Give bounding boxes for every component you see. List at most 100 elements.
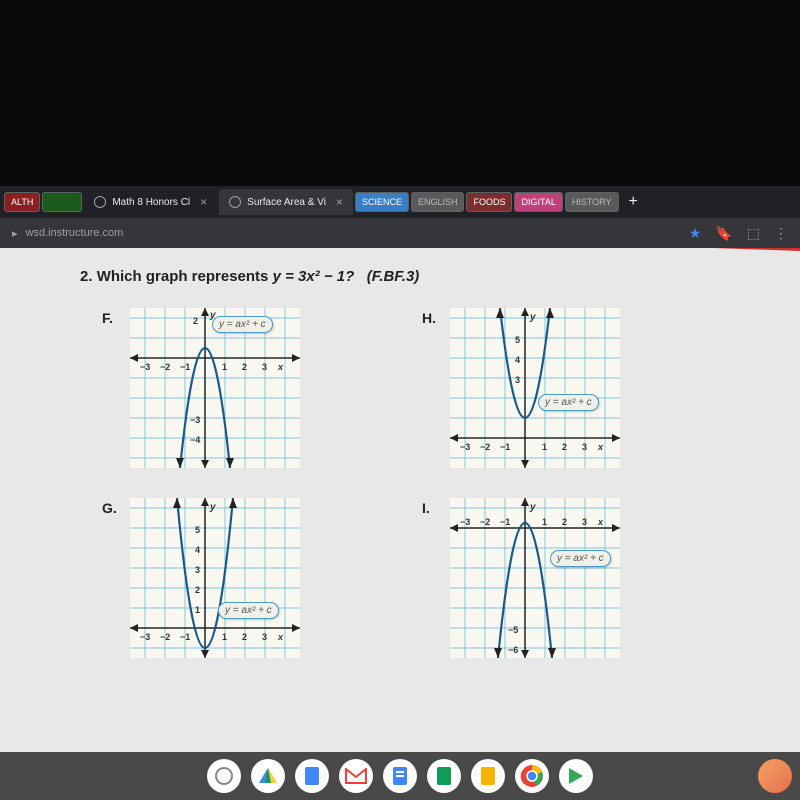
option-g[interactable]: G. −3−2−1 123 x 12345 y y = ax² + c xyxy=(130,498,310,663)
svg-text:2: 2 xyxy=(242,632,247,642)
new-tab-button[interactable]: + xyxy=(621,193,646,211)
graph-f: −3−2−1 123 x 2 −3−4 y xyxy=(130,308,300,468)
option-f[interactable]: F. −3−2−1 123 x 2 −3−4 y xyxy=(130,308,310,473)
tab-label: Surface Area & Vi xyxy=(247,197,326,208)
taskbar-drive-icon[interactable] xyxy=(251,759,285,793)
svg-text:1: 1 xyxy=(542,517,547,527)
option-label: H. xyxy=(422,310,436,326)
svg-text:1: 1 xyxy=(195,605,200,615)
tab-math[interactable]: Math 8 Honors Cl × xyxy=(84,189,217,215)
menu-icon[interactable]: ⋮ xyxy=(774,225,788,242)
svg-text:2: 2 xyxy=(242,362,247,372)
svg-text:5: 5 xyxy=(195,525,200,535)
taskbar xyxy=(0,752,800,800)
svg-text:−1: −1 xyxy=(180,632,190,642)
star-icon[interactable]: ★ xyxy=(689,225,702,242)
equation-label: y = ax² + c xyxy=(538,394,599,411)
arrow-icon: ▸ xyxy=(12,227,18,240)
bookmark-history[interactable]: HISTORY xyxy=(565,192,619,212)
bookmark-health[interactable]: ALTH xyxy=(4,192,40,212)
svg-text:x: x xyxy=(277,632,284,642)
addr-actions: ★ 🔖 ⬚ ⋮ xyxy=(689,225,788,242)
svg-text:−1: −1 xyxy=(500,517,510,527)
svg-text:−2: −2 xyxy=(480,442,490,452)
question-text: 2. Which graph represents y = 3x² − 1? (… xyxy=(80,268,419,285)
option-label: I. xyxy=(422,500,430,516)
svg-text:−6: −6 xyxy=(508,645,518,655)
svg-text:−2: −2 xyxy=(160,632,170,642)
svg-text:y: y xyxy=(529,312,536,323)
svg-text:−3: −3 xyxy=(460,517,470,527)
tab-label: Math 8 Honors Cl xyxy=(112,197,190,208)
user-avatar[interactable] xyxy=(758,759,792,793)
bookmark-science[interactable]: SCIENCE xyxy=(355,192,409,212)
taskbar-docs2-icon[interactable] xyxy=(383,759,417,793)
svg-text:3: 3 xyxy=(515,375,520,385)
svg-text:2: 2 xyxy=(562,517,567,527)
equation-label: y = ax² + c xyxy=(550,550,611,567)
svg-text:2: 2 xyxy=(195,585,200,595)
equation-label: y = ax² + c xyxy=(218,602,279,619)
svg-text:−3: −3 xyxy=(140,362,150,372)
svg-text:3: 3 xyxy=(262,362,267,372)
close-icon[interactable]: × xyxy=(336,195,343,209)
svg-text:x: x xyxy=(277,362,284,372)
bookmark-digital[interactable]: DIGITAL xyxy=(514,192,562,212)
option-i[interactable]: I. −3−2−1 123 x −5−6 y y = ax² + c xyxy=(450,498,630,663)
tab-surface-area[interactable]: Surface Area & Vi × xyxy=(219,189,353,215)
svg-text:x: x xyxy=(597,442,604,452)
graph-h: −3 −2 −1 1 2 3 x 3 4 5 y xyxy=(450,308,620,468)
address-bar[interactable]: ▸ wsd.instructure.com ★ 🔖 ⬚ ⋮ xyxy=(0,218,800,248)
option-h[interactable]: H. −3−2−1 123 x 345 y y = ax² + c xyxy=(450,308,630,473)
svg-text:−2: −2 xyxy=(160,362,170,372)
option-label: F. xyxy=(102,310,113,326)
svg-text:x: x xyxy=(597,517,604,527)
svg-text:4: 4 xyxy=(195,545,200,555)
svg-text:−1: −1 xyxy=(180,362,190,372)
bookmark-icon[interactable]: 🔖 xyxy=(715,225,732,242)
svg-text:2: 2 xyxy=(562,442,567,452)
svg-text:−3: −3 xyxy=(140,632,150,642)
browser-window: ALTH Math 8 Honors Cl × Surface Area & V… xyxy=(0,186,800,800)
svg-text:3: 3 xyxy=(582,442,587,452)
taskbar-sheets-icon[interactable] xyxy=(427,759,461,793)
svg-text:3: 3 xyxy=(262,632,267,642)
svg-text:1: 1 xyxy=(542,442,547,452)
svg-text:−4: −4 xyxy=(190,435,200,445)
svg-text:−1: −1 xyxy=(500,442,510,452)
svg-text:4: 4 xyxy=(515,355,520,365)
graph-i: −3 −2 −1 1 2 3 x −5 −6 y xyxy=(450,498,620,658)
svg-text:−5: −5 xyxy=(508,625,518,635)
svg-text:3: 3 xyxy=(195,565,200,575)
svg-text:3: 3 xyxy=(582,517,587,527)
svg-text:y: y xyxy=(529,502,536,513)
camera-dark-area xyxy=(0,0,800,186)
svg-text:1: 1 xyxy=(222,362,227,372)
page-content: 2. Which graph represents y = 3x² − 1? (… xyxy=(0,248,800,800)
taskbar-gmail-icon[interactable] xyxy=(339,759,373,793)
browser-tabs: ALTH Math 8 Honors Cl × Surface Area & V… xyxy=(0,186,800,218)
svg-text:5: 5 xyxy=(515,335,520,345)
svg-text:−3: −3 xyxy=(190,415,200,425)
extension-icon[interactable]: ⬚ xyxy=(747,225,760,242)
url-text: wsd.instructure.com xyxy=(26,227,689,239)
annotation-line xyxy=(520,248,800,251)
close-icon[interactable]: × xyxy=(200,195,207,209)
svg-text:1: 1 xyxy=(222,632,227,642)
favicon-icon xyxy=(229,196,241,208)
taskbar-docs-icon[interactable] xyxy=(295,759,329,793)
equation-label: y = ax² + c xyxy=(212,316,273,333)
option-label: G. xyxy=(102,500,117,516)
bookmark-blank[interactable] xyxy=(42,192,82,212)
svg-text:−3: −3 xyxy=(460,442,470,452)
svg-text:2: 2 xyxy=(193,316,198,326)
taskbar-app-icon[interactable] xyxy=(207,759,241,793)
svg-text:y: y xyxy=(209,502,216,513)
bookmark-foods[interactable]: FOODS xyxy=(466,192,512,212)
taskbar-slides-icon[interactable] xyxy=(471,759,505,793)
bookmark-english[interactable]: ENGLISH xyxy=(411,192,465,212)
taskbar-chrome-icon[interactable] xyxy=(515,759,549,793)
taskbar-play-icon[interactable] xyxy=(559,759,593,793)
svg-text:−2: −2 xyxy=(480,517,490,527)
favicon-icon xyxy=(94,196,106,208)
